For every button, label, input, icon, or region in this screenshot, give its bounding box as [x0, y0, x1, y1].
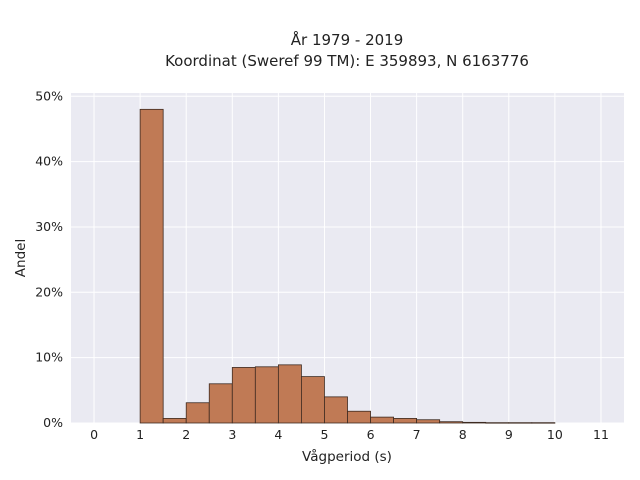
histogram-bar	[393, 418, 418, 424]
histogram-bar	[301, 376, 325, 424]
histogram-bar	[231, 367, 256, 424]
histogram-bar	[485, 422, 510, 424]
histogram-bar	[370, 416, 394, 424]
y-tick-label: 30%	[35, 219, 63, 234]
x-tick-label: 0	[90, 427, 98, 442]
histogram-bar	[439, 421, 464, 424]
chart-title: År 1979 - 2019	[291, 30, 404, 49]
histogram-bar	[416, 419, 441, 424]
y-axis-label: Andel	[13, 239, 29, 277]
histogram-bar	[208, 383, 233, 424]
x-tick-label: 11	[593, 427, 609, 442]
histogram-bar	[462, 421, 487, 424]
histogram-bar	[162, 418, 187, 424]
x-tick-label: 10	[547, 427, 563, 442]
x-tick-label: 9	[505, 427, 513, 442]
histogram-bar	[324, 396, 348, 424]
y-tick-label: 0%	[43, 415, 63, 430]
y-tick-label: 50%	[35, 88, 63, 103]
chart-subtitle: Koordinat (Sweref 99 TM): E 359893, N 61…	[165, 52, 529, 70]
x-tick-label: 1	[136, 427, 144, 442]
x-tick-label: 8	[459, 427, 467, 442]
x-tick-label: 5	[320, 427, 328, 442]
bars	[139, 108, 556, 424]
x-tick-label: 4	[274, 427, 282, 442]
histogram-bar	[254, 366, 279, 424]
x-tick-label: 3	[228, 427, 236, 442]
histogram-bar	[347, 410, 371, 424]
y-tick-label: 10%	[35, 350, 63, 365]
y-axis-ticks: 0% 10% 20% 30% 40% 50%	[35, 88, 63, 430]
histogram-bar	[508, 422, 533, 424]
histogram-bar	[277, 364, 302, 424]
x-tick-label: 7	[413, 427, 421, 442]
x-axis-ticks: 0 1 2 3 4 5 6 7 8 9 10 11	[90, 427, 609, 442]
x-tick-label: 6	[367, 427, 375, 442]
x-tick-label: 2	[182, 427, 190, 442]
histogram-bar	[531, 422, 556, 424]
y-tick-label: 20%	[35, 284, 63, 299]
x-axis-label: Vågperiod (s)	[302, 448, 392, 465]
histogram-bar	[139, 108, 164, 424]
histogram-bar	[185, 402, 210, 424]
y-tick-label: 40%	[35, 154, 63, 169]
